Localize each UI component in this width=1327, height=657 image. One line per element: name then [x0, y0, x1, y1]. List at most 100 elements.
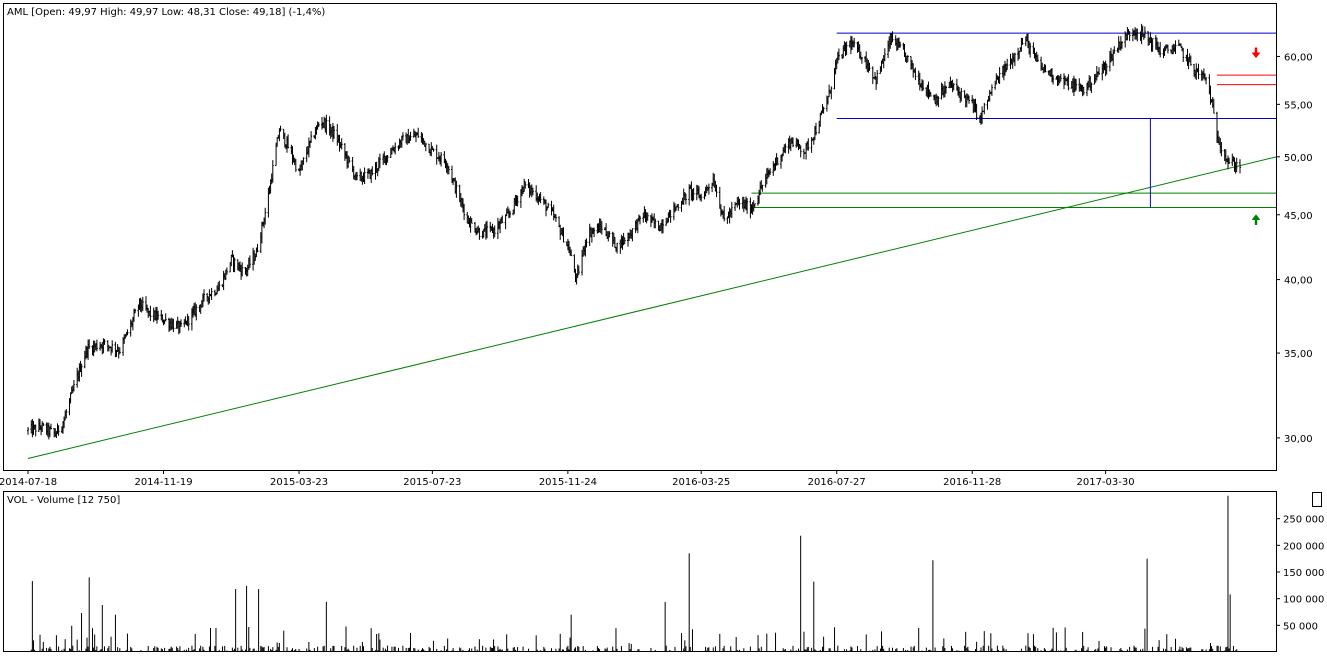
price-bar-535: [845, 41, 848, 56]
price-bar-715: [1121, 41, 1123, 49]
price-bar-461: [734, 201, 737, 211]
price-bar-215: [356, 172, 358, 181]
price-bar-500: [792, 137, 794, 148]
price-bar-370: [593, 227, 596, 238]
volume-bars: [30, 495, 1241, 652]
price-bar-685: [1075, 79, 1078, 91]
price-bar-170: [287, 134, 290, 149]
date-tick-label-8: 2017-03-30: [1077, 477, 1135, 488]
price-bar-135: [233, 257, 236, 273]
price-bar-230: [378, 153, 381, 169]
price-bar-350: [562, 227, 565, 243]
price-bar-650: [1021, 38, 1024, 45]
price-bar-770: [1205, 77, 1208, 85]
volume-panel-title: VOL - Volume [12 750]: [7, 495, 120, 506]
price-bar-410: [654, 218, 657, 229]
price-bar-551: [871, 66, 874, 85]
price-bar-791: [1239, 159, 1241, 174]
price-bar-30: [72, 380, 75, 392]
price-bar-50: [103, 339, 106, 345]
price-bar-45: [95, 339, 98, 352]
price-bar-280: [455, 180, 458, 198]
price-bar-465: [738, 198, 741, 210]
price-bar-790: [1235, 157, 1238, 173]
price-bar-360: [577, 265, 580, 276]
price-bar-705: [1105, 63, 1108, 75]
price-bar-95: [172, 318, 175, 332]
price-tick-label-5: 55,00: [1284, 100, 1313, 111]
price-bar-545: [860, 56, 863, 64]
price-bar-670: [1052, 74, 1055, 85]
price-bar-560: [883, 48, 886, 62]
trendline-0[interactable]: [27, 156, 1277, 459]
price-bar-330: [531, 187, 534, 196]
price-bar-140: [241, 262, 244, 277]
price-bar-755: [1182, 48, 1185, 62]
volume-tick-label-1: 100 000: [1283, 595, 1324, 606]
price-bar-475: [753, 203, 756, 208]
price-bar-485: [769, 168, 772, 175]
price-bar-210: [348, 156, 351, 163]
price-bar-730: [1143, 26, 1146, 39]
price-tick-label-1: 35,00: [1284, 349, 1313, 360]
volume-tick-label-3: 200 000: [1283, 541, 1324, 552]
price-bar-605: [952, 83, 955, 91]
price-bar-310: [501, 215, 504, 224]
price-bar-700: [1098, 67, 1100, 75]
price-bar-445: [707, 183, 710, 195]
price-bar-245: [401, 132, 404, 141]
price-bar-710: [1113, 46, 1116, 54]
price-bar-415: [662, 219, 664, 234]
price-bar-635: [998, 67, 1001, 84]
price-bar-225: [371, 166, 374, 176]
price-bar-450: [715, 184, 718, 198]
price-bar-125: [218, 280, 221, 291]
price-bar-765: [1197, 63, 1200, 80]
price-bar-760: [1189, 55, 1192, 66]
price-bar-520: [822, 106, 825, 114]
arrow-up-marker-1: [1251, 214, 1261, 225]
price-tick-label-2: 40,00: [1284, 276, 1313, 287]
price-bar-35: [80, 363, 83, 377]
price-bar-250: [409, 131, 412, 141]
trendlines: [27, 32, 1277, 459]
price-bar-145: [248, 255, 251, 268]
price-bar-130: [225, 267, 228, 275]
price-bar-530: [837, 48, 840, 61]
price-bar-735: [1151, 38, 1154, 52]
price-bar-220: [363, 167, 366, 184]
date-axis: 2014-07-18 2014-11-19 2015-03-23 2015-07-23…: [0, 470, 1135, 488]
price-tick-label-0: 30,00: [1284, 434, 1313, 445]
price-bar-325: [524, 181, 527, 189]
price-bar-590: [929, 91, 932, 97]
price-bar-385: [616, 242, 619, 254]
price-bar-555: [876, 70, 879, 85]
volume-tick-label-2: 150 000: [1283, 568, 1324, 579]
price-bar-190: [317, 122, 320, 128]
volume-scale-toggle[interactable]: [1312, 492, 1322, 507]
price-bar-155: [264, 207, 267, 225]
price-bar-655: [1029, 42, 1032, 58]
price-bar-195: [325, 114, 328, 135]
price-bar-320: [516, 195, 519, 207]
price-bar-105: [187, 316, 190, 331]
price-bar-15: [50, 423, 52, 430]
price-bar-540: [853, 37, 856, 48]
price-bar-785: [1228, 157, 1231, 165]
price-bar-0: [27, 427, 29, 435]
price-bar-90: [164, 313, 167, 322]
price-bar-180: [302, 157, 305, 165]
price-bar-645: [1013, 52, 1016, 67]
price-bar-240: [394, 142, 397, 155]
price-bar-60: [118, 347, 121, 355]
price-bar-295: [478, 227, 481, 240]
price-bar-10: [42, 422, 45, 426]
price-bar-275: [447, 165, 450, 175]
price-bar-615: [968, 95, 970, 104]
price-bar-355: [570, 249, 573, 257]
price-bar-340: [547, 202, 550, 209]
price-bar-675: [1059, 73, 1062, 82]
price-bar-470: [746, 198, 749, 214]
price-bar-255: [417, 127, 420, 138]
